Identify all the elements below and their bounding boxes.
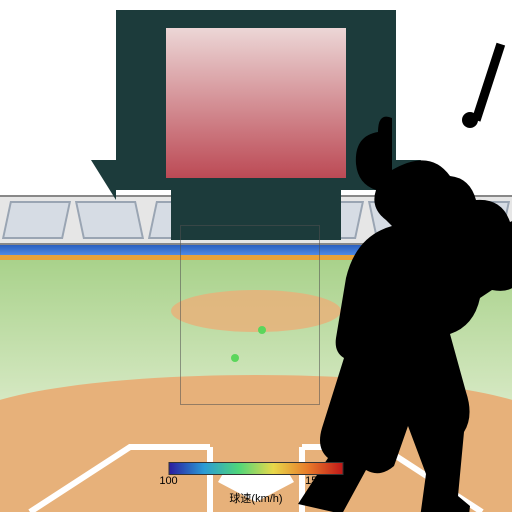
pitch-marker (258, 326, 266, 334)
legend-ticks: 100150 (169, 475, 344, 489)
legend-gradient-bar (169, 462, 344, 475)
pitch-location-scene: 100150 球速(km/h) (0, 0, 512, 512)
legend-tick: 100 (159, 475, 177, 487)
stand-panel (2, 201, 71, 239)
legend-axis-label: 球速(km/h) (169, 490, 344, 506)
legend-tick: 150 (305, 475, 323, 487)
batter-silhouette (272, 42, 512, 512)
pitch-marker (231, 354, 239, 362)
stand-panel (75, 201, 144, 239)
speed-legend: 100150 球速(km/h) (169, 462, 344, 506)
